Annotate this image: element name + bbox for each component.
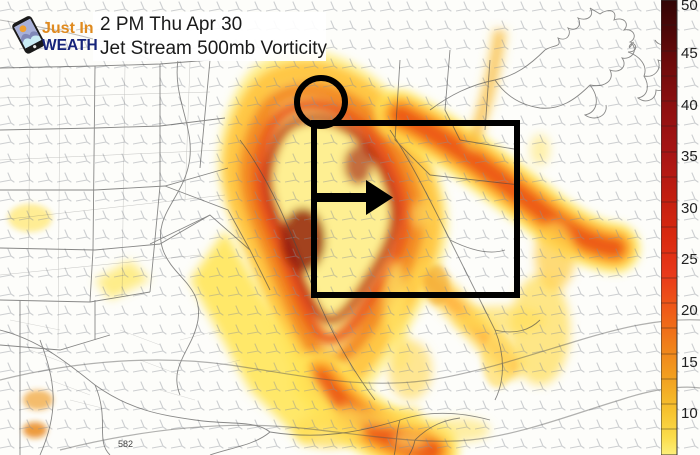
svg-text:Just In: Just In: [42, 20, 94, 37]
svg-text:WEATHER: WEATHER: [42, 37, 98, 54]
svg-text:582: 582: [118, 439, 133, 449]
